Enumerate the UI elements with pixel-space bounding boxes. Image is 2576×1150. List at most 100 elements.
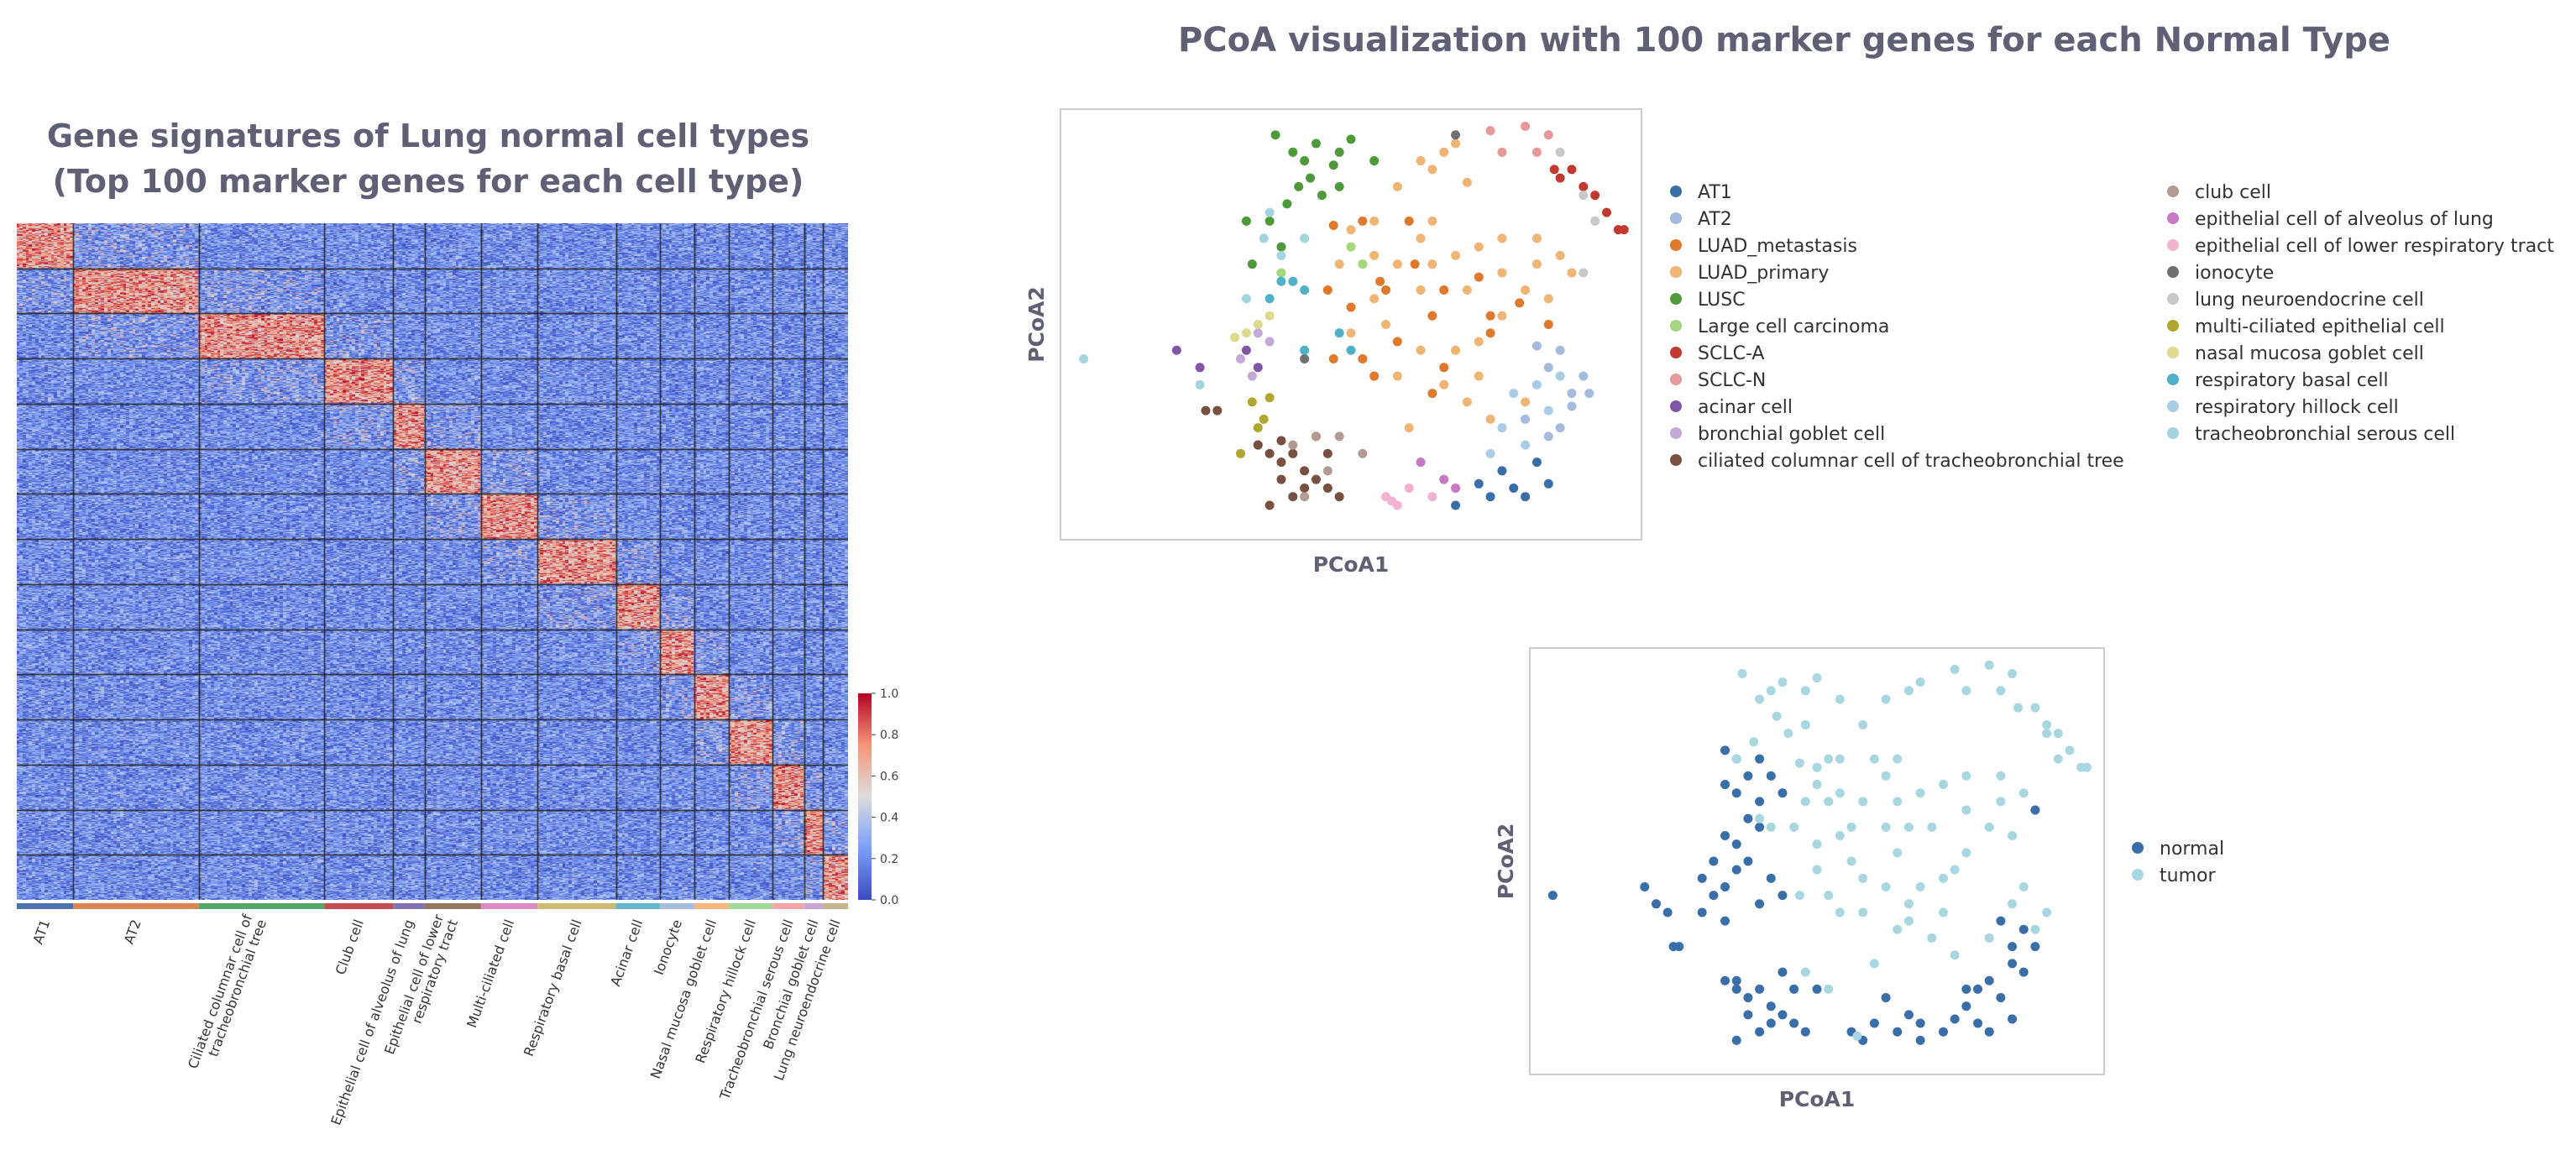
scatter-point bbox=[1743, 856, 1753, 866]
scatter-point bbox=[1881, 694, 1891, 704]
scatter-point bbox=[1743, 993, 1753, 1003]
legend-marker bbox=[1670, 239, 1682, 251]
scatter-point bbox=[1369, 250, 1380, 260]
scatter-point bbox=[1241, 294, 1251, 304]
scatter-point bbox=[1311, 139, 1321, 149]
scatter-point bbox=[1521, 440, 1531, 450]
scatter-point bbox=[1334, 181, 1344, 191]
heatmap-group-band bbox=[823, 903, 848, 909]
scatter-point bbox=[1322, 448, 1333, 458]
scatter-point bbox=[1984, 1027, 1994, 1037]
scatter-point bbox=[1346, 225, 1356, 235]
heatmap-colorbar bbox=[858, 693, 872, 900]
scatter-point bbox=[1474, 337, 1484, 347]
legend-label: nasal mucosa goblet cell bbox=[2195, 343, 2424, 364]
scatter-point bbox=[1369, 371, 1380, 381]
scatter-point bbox=[2030, 703, 2040, 713]
scatter-point bbox=[1996, 916, 2006, 926]
scatter-point bbox=[1893, 848, 1903, 858]
scatter-point bbox=[1547, 891, 1558, 901]
scatter-point bbox=[1812, 839, 1822, 849]
scatter-point bbox=[1789, 1018, 1799, 1028]
scatter-point bbox=[1259, 414, 1269, 424]
scatter-point bbox=[1749, 737, 1759, 747]
scatter-point bbox=[1451, 345, 1461, 355]
scatter-point bbox=[1984, 933, 1994, 943]
scatter-point bbox=[1253, 363, 1263, 373]
scatter-point bbox=[1439, 363, 1449, 373]
scatter-point bbox=[1903, 1010, 1914, 1020]
scatter-point bbox=[1171, 345, 1181, 355]
scatter-point bbox=[1590, 216, 1600, 226]
scatter-point bbox=[1322, 483, 1333, 493]
scatter-point bbox=[1824, 984, 1834, 994]
heatmap-category-label: AT2 bbox=[121, 917, 144, 946]
scatter-point bbox=[1824, 891, 1834, 901]
scatter-point bbox=[1984, 822, 1994, 832]
scatter-point bbox=[1253, 328, 1263, 338]
legend-label: bronchial goblet cell bbox=[1698, 424, 1885, 445]
scatter-point bbox=[1789, 822, 1799, 832]
scatter-point bbox=[1346, 134, 1356, 144]
scatter-point bbox=[1288, 440, 1298, 450]
scatter-point bbox=[1766, 1018, 1776, 1028]
heatmap-category-label: Ciliated columnar cell oftracheobronchia… bbox=[185, 912, 270, 1075]
scatter-point bbox=[1893, 1027, 1903, 1037]
scatter-point bbox=[1601, 207, 1611, 217]
scatter-point bbox=[1737, 668, 1747, 678]
scatter-point bbox=[1346, 345, 1356, 355]
heatmap-group-band bbox=[772, 903, 804, 909]
scatter-point bbox=[1584, 389, 1594, 399]
scatter-point bbox=[1835, 907, 1845, 917]
scatter-point bbox=[2018, 924, 2029, 934]
scatter-point bbox=[1996, 797, 2006, 807]
scatter-point bbox=[2008, 959, 2018, 969]
scatter-point bbox=[1996, 771, 2006, 781]
scatter-point bbox=[1230, 332, 1240, 342]
scatter-point bbox=[1555, 250, 1565, 260]
scatter-point bbox=[1996, 993, 2006, 1003]
scatter-point bbox=[1328, 354, 1338, 364]
scatter-point bbox=[1497, 423, 1507, 433]
scatter-point bbox=[1858, 907, 1868, 917]
scatter-point bbox=[2018, 881, 2029, 891]
scatter-point bbox=[2081, 762, 2092, 772]
scatter-point bbox=[1772, 711, 1782, 721]
scatter-point bbox=[2008, 1014, 2018, 1024]
heatmap-category-label: Ionocyte bbox=[651, 917, 685, 977]
scatter-point bbox=[1927, 822, 1937, 832]
scatter-point bbox=[1404, 483, 1414, 493]
scatter-point bbox=[1509, 389, 1519, 399]
scatter-point bbox=[1709, 856, 1719, 866]
scatter-point bbox=[1973, 984, 1983, 994]
legend-label: club cell bbox=[2195, 182, 2271, 203]
scatter-point bbox=[1253, 423, 1263, 433]
scatter-point bbox=[1984, 660, 1994, 670]
scatter-point bbox=[1961, 984, 1971, 994]
scatter-point bbox=[1451, 483, 1461, 493]
scatter-point bbox=[1858, 797, 1868, 807]
heatmap-category-label: AT1 bbox=[29, 917, 53, 946]
scatter-point bbox=[1731, 984, 1741, 994]
scatter-point bbox=[1322, 466, 1333, 476]
x-axis-label: PCoA1 bbox=[1313, 552, 1390, 577]
scatter-point bbox=[1462, 177, 1472, 187]
scatter-point bbox=[1311, 431, 1321, 442]
colorbar-tick-label: 0.8 bbox=[880, 729, 898, 742]
scatter-point bbox=[1567, 165, 1577, 175]
scatter-point bbox=[1300, 156, 1310, 166]
heatmap-category-label: Multi-ciliated cell bbox=[463, 917, 517, 1030]
scatter-point bbox=[1497, 311, 1507, 321]
scatter-point bbox=[1835, 831, 1845, 841]
scatter-point bbox=[1903, 686, 1914, 696]
scatter-point bbox=[2018, 788, 2029, 798]
scatter-point bbox=[1451, 500, 1461, 510]
scatter-point bbox=[1709, 891, 1719, 901]
scatter-point bbox=[1731, 839, 1741, 849]
scatter-point bbox=[1938, 780, 1948, 790]
legend-marker bbox=[2167, 374, 2179, 385]
scatter-point bbox=[1521, 122, 1531, 132]
scatter-point bbox=[1497, 147, 1507, 157]
scatter-point bbox=[1961, 686, 1971, 696]
scatter-point bbox=[1778, 1010, 1788, 1020]
